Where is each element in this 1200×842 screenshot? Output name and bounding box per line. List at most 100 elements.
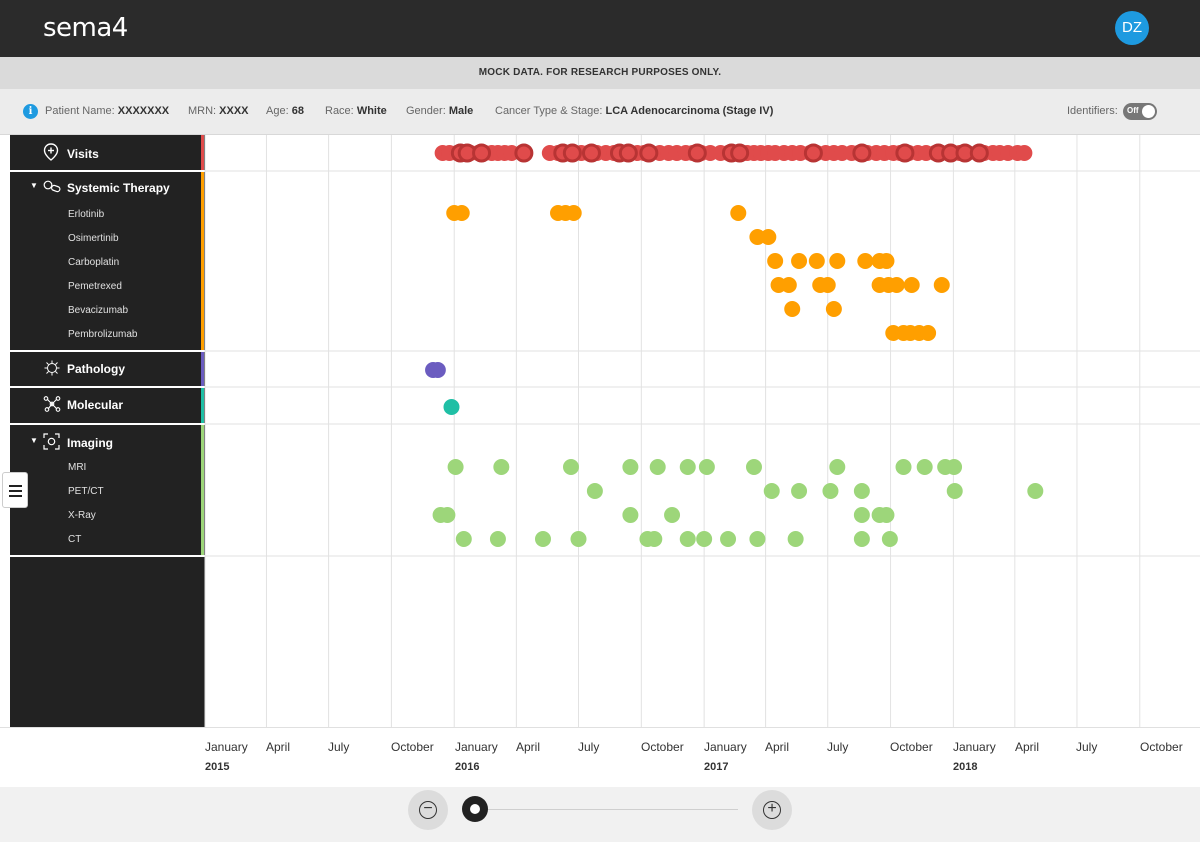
month-label: July [328,740,349,754]
zoom-controls: − + [0,787,1200,842]
visit-ringed-point[interactable] [474,145,490,161]
mri-point[interactable] [448,459,464,475]
visit-ringed-point[interactable] [897,145,913,161]
x-ray-point[interactable] [439,507,455,523]
year-label: 2018 [953,761,977,773]
timeline-background [205,135,1200,727]
month-label: April [516,740,540,754]
month-label: October [641,740,684,754]
ct-point[interactable] [680,531,696,547]
month-label: July [578,740,599,754]
carboplatin-point[interactable] [878,253,894,269]
year-label: 2015 [205,761,229,773]
mri-point[interactable] [746,459,762,475]
timeline-chart[interactable] [0,0,1200,727]
month-label: January [455,740,498,754]
mri-point[interactable] [650,459,666,475]
erlotinib-point[interactable] [454,205,470,221]
erlotinib-point[interactable] [730,205,746,221]
zoom-slider-handle[interactable] [462,796,488,822]
pet-ct-point[interactable] [822,483,838,499]
ct-point[interactable] [720,531,736,547]
ct-point[interactable] [882,531,898,547]
mri-point[interactable] [917,459,933,475]
ct-point[interactable] [788,531,804,547]
visit-ringed-point[interactable] [564,145,580,161]
visit-ringed-point[interactable] [732,145,748,161]
visit-ringed-point[interactable] [805,145,821,161]
visit-ringed-point[interactable] [641,145,657,161]
pemetrexed-point[interactable] [904,277,920,293]
visit-ringed-point[interactable] [620,145,636,161]
ct-point[interactable] [456,531,472,547]
month-label: April [765,740,789,754]
month-label: April [1015,740,1039,754]
molecular-point[interactable] [443,399,459,415]
bevacizumab-point[interactable] [784,301,800,317]
month-label: January [205,740,248,754]
pemetrexed-point[interactable] [934,277,950,293]
erlotinib-point[interactable] [566,205,582,221]
x-ray-point[interactable] [854,507,870,523]
ct-point[interactable] [535,531,551,547]
year-label: 2016 [455,761,479,773]
pemetrexed-point[interactable] [889,277,905,293]
slider-dot [470,804,480,814]
carboplatin-point[interactable] [791,253,807,269]
visit-ringed-point[interactable] [854,145,870,161]
ct-point[interactable] [696,531,712,547]
zoom-in-button[interactable]: + [752,790,792,830]
carboplatin-point[interactable] [829,253,845,269]
ct-point[interactable] [854,531,870,547]
ct-point[interactable] [571,531,587,547]
visit-ringed-point[interactable] [583,145,599,161]
pet-ct-point[interactable] [947,483,963,499]
carboplatin-point[interactable] [857,253,873,269]
zoom-out-button[interactable]: − [408,790,448,830]
time-axis: January April July October January April… [0,727,1200,787]
month-label: October [890,740,933,754]
year-label: 2017 [704,761,728,773]
month-label: April [266,740,290,754]
mri-point[interactable] [563,459,579,475]
month-label: January [953,740,996,754]
pet-ct-point[interactable] [1027,483,1043,499]
month-label: October [391,740,434,754]
osimertinib-point[interactable] [760,229,776,245]
x-ray-point[interactable] [878,507,894,523]
month-label: October [1140,740,1183,754]
mri-point[interactable] [493,459,509,475]
carboplatin-point[interactable] [809,253,825,269]
pemetrexed-point[interactable] [820,277,836,293]
carboplatin-point[interactable] [767,253,783,269]
month-label: July [827,740,848,754]
x-ray-point[interactable] [622,507,638,523]
mri-point[interactable] [699,459,715,475]
pembrolizumab-point[interactable] [920,325,936,341]
minus-icon: − [419,801,437,819]
visit-ringed-point[interactable] [971,145,987,161]
mri-point[interactable] [680,459,696,475]
mri-point[interactable] [622,459,638,475]
pemetrexed-point[interactable] [781,277,797,293]
plus-icon: + [763,801,781,819]
visits-point[interactable] [1016,145,1032,161]
mri-point[interactable] [896,459,912,475]
bevacizumab-point[interactable] [826,301,842,317]
month-label: January [704,740,747,754]
pet-ct-point[interactable] [764,483,780,499]
pet-ct-point[interactable] [587,483,603,499]
ct-point[interactable] [749,531,765,547]
pet-ct-point[interactable] [854,483,870,499]
visit-ringed-point[interactable] [689,145,705,161]
pathology-point[interactable] [430,362,446,378]
month-label: July [1076,740,1097,754]
ct-point[interactable] [490,531,506,547]
pet-ct-point[interactable] [791,483,807,499]
zoom-slider-track[interactable] [475,809,738,810]
visit-ringed-point[interactable] [516,145,532,161]
x-ray-point[interactable] [664,507,680,523]
ct-point[interactable] [646,531,662,547]
mri-point[interactable] [829,459,845,475]
mri-point[interactable] [946,459,962,475]
